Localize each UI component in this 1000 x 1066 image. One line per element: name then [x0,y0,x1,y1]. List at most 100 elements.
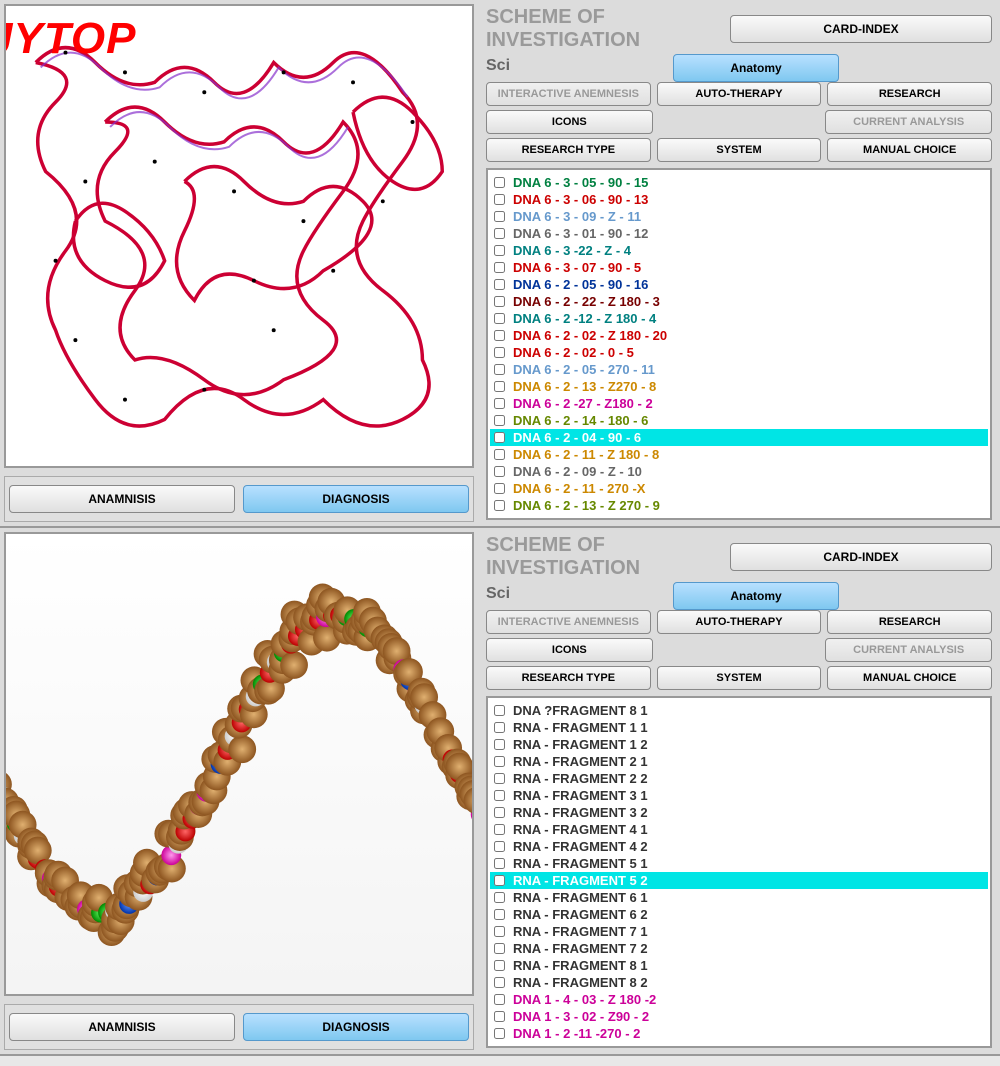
list-checkbox[interactable] [494,1011,505,1022]
list-checkbox[interactable] [494,807,505,818]
list-checkbox[interactable] [494,875,505,886]
list-item[interactable]: DNA 6 - 3 - 05 - 90 - 15 [490,174,988,191]
list-item[interactable]: RNA - FRAGMENT 1 2 [490,736,988,753]
list-item[interactable]: RNA - FRAGMENT 5 2 [490,872,988,889]
manual-choice-button-2[interactable]: MANUAL CHOICE [827,666,992,690]
manual-choice-button[interactable]: MANUAL CHOICE [827,138,992,162]
list-checkbox[interactable] [494,177,505,188]
auto-therapy-button-2[interactable]: AUTO-THERAPY [657,610,822,634]
list-item[interactable]: RNA - FRAGMENT 6 2 [490,906,988,923]
list-checkbox[interactable] [494,841,505,852]
list-item[interactable]: DNA 6 - 2 - 02 - Z 180 - 20 [490,327,988,344]
list-checkbox[interactable] [494,347,505,358]
list-item[interactable]: DNA 6 - 2 - 13 - Z270 - 8 [490,378,988,395]
research-button-2[interactable]: RESEARCH [827,610,992,634]
card-index-button-2[interactable]: CARD-INDEX [730,543,992,571]
anatomy-button[interactable]: Anatomy [673,54,838,82]
list-checkbox[interactable] [494,194,505,205]
anatomy-button-2[interactable]: Anatomy [673,582,838,610]
list-item[interactable]: DNA 6 - 2 - 09 - Z - 10 [490,463,988,480]
list-checkbox[interactable] [494,449,505,460]
list-checkbox[interactable] [494,398,505,409]
list-item[interactable]: DNA 1 - 2 -11 -270 - 2 [490,1025,988,1042]
list-item[interactable]: DNA 6 - 2 - 11 - Z 180 - 8 [490,446,988,463]
list-item[interactable]: DNA 6 - 2 - 22 - Z 180 - 3 [490,293,988,310]
visualization-box[interactable]: JYTOP [4,4,474,468]
list-item[interactable]: DNA 6 - 2 - 14 - 180 - 6 [490,412,988,429]
list-checkbox[interactable] [494,432,505,443]
list-checkbox[interactable] [494,330,505,341]
list-item[interactable]: RNA - FRAGMENT 7 2 [490,940,988,957]
list-checkbox[interactable] [494,909,505,920]
current-analysis-button-2[interactable]: CURRENT ANALYSIS [825,638,992,662]
list-checkbox[interactable] [494,994,505,1005]
list-item[interactable]: DNA 6 - 2 - 04 - 90 - 6 [490,429,988,446]
list-item[interactable]: RNA - FRAGMENT 8 1 [490,957,988,974]
system-button-2[interactable]: SYSTEM [657,666,822,690]
list-checkbox[interactable] [494,296,505,307]
list-item[interactable]: RNA - FRAGMENT 8 2 [490,974,988,991]
list-checkbox[interactable] [494,415,505,426]
list-item[interactable]: DNA 6 - 2 - 05 - 90 - 16 [490,276,988,293]
list-checkbox[interactable] [494,943,505,954]
list-item[interactable]: RNA - FRAGMENT 6 1 [490,889,988,906]
list-item[interactable]: DNA 6 - 2 - 05 - 270 - 11 [490,361,988,378]
research-type-button[interactable]: RESEARCH TYPE [486,138,651,162]
icons-button-2[interactable]: ICONS [486,638,653,662]
list-checkbox[interactable] [494,739,505,750]
list-item[interactable]: DNA 1 - 4 - 03 - Z 180 -2 [490,991,988,1008]
list-item[interactable]: RNA - FRAGMENT 5 1 [490,855,988,872]
list-item[interactable]: DNA 6 - 3 - 09 - Z - 11 [490,208,988,225]
list-checkbox[interactable] [494,500,505,511]
list-checkbox[interactable] [494,313,505,324]
list-item[interactable]: RNA - FRAGMENT 2 1 [490,753,988,770]
list-checkbox[interactable] [494,824,505,835]
list-checkbox[interactable] [494,483,505,494]
list-checkbox[interactable] [494,381,505,392]
list-item[interactable]: RNA - FRAGMENT 4 1 [490,821,988,838]
visualization-box-2[interactable] [4,532,474,996]
anamnisis-button-2[interactable]: ANAMNISIS [9,1013,235,1041]
icons-button[interactable]: ICONS [486,110,653,134]
list-item[interactable]: DNA 6 - 3 -22 - Z - 4 [490,242,988,259]
list-item[interactable]: RNA - FRAGMENT 3 2 [490,804,988,821]
list-item[interactable]: RNA - FRAGMENT 4 2 [490,838,988,855]
list-item[interactable]: DNA 6 - 2 - 02 - 0 - 5 [490,344,988,361]
list-checkbox[interactable] [494,977,505,988]
current-analysis-button[interactable]: CURRENT ANALYSIS [825,110,992,134]
rna-list[interactable]: DNA ?FRAGMENT 8 1RNA - FRAGMENT 1 1RNA -… [486,696,992,1048]
interactive-anemnesis-button[interactable]: INTERACTIVE ANEMNESIS [486,82,651,106]
list-item[interactable]: DNA 6 - 3 - 01 - 90 - 12 [490,225,988,242]
list-checkbox[interactable] [494,926,505,937]
auto-therapy-button[interactable]: AUTO-THERAPY [657,82,822,106]
list-checkbox[interactable] [494,858,505,869]
list-item[interactable]: DNA 1 - 3 - 02 - Z90 - 2 [490,1008,988,1025]
list-checkbox[interactable] [494,705,505,716]
list-item[interactable]: DNA 6 - 2 -27 - Z180 - 2 [490,395,988,412]
list-checkbox[interactable] [494,364,505,375]
dna-list[interactable]: DNA 6 - 3 - 05 - 90 - 15DNA 6 - 3 - 06 -… [486,168,992,520]
list-checkbox[interactable] [494,960,505,971]
list-checkbox[interactable] [494,262,505,273]
list-checkbox[interactable] [494,1028,505,1039]
list-checkbox[interactable] [494,279,505,290]
list-checkbox[interactable] [494,892,505,903]
list-checkbox[interactable] [494,466,505,477]
list-item[interactable]: DNA 6 - 2 - 13 - Z 270 - 9 [490,497,988,514]
list-checkbox[interactable] [494,773,505,784]
list-checkbox[interactable] [494,756,505,767]
interactive-anemnesis-button-2[interactable]: INTERACTIVE ANEMNESIS [486,610,651,634]
list-item[interactable]: RNA - FRAGMENT 7 1 [490,923,988,940]
list-checkbox[interactable] [494,790,505,801]
list-item[interactable]: RNA - FRAGMENT 1 1 [490,719,988,736]
diagnosis-button[interactable]: DIAGNOSIS [243,485,469,513]
card-index-button[interactable]: CARD-INDEX [730,15,992,43]
list-item[interactable]: DNA 6 - 2 - 11 - 270 -X [490,480,988,497]
list-item[interactable]: DNA 6 - 3 - 07 - 90 - 5 [490,259,988,276]
research-type-button-2[interactable]: RESEARCH TYPE [486,666,651,690]
anamnisis-button[interactable]: ANAMNISIS [9,485,235,513]
list-checkbox[interactable] [494,722,505,733]
list-checkbox[interactable] [494,245,505,256]
list-item[interactable]: RNA - FRAGMENT 3 1 [490,787,988,804]
system-button[interactable]: SYSTEM [657,138,822,162]
